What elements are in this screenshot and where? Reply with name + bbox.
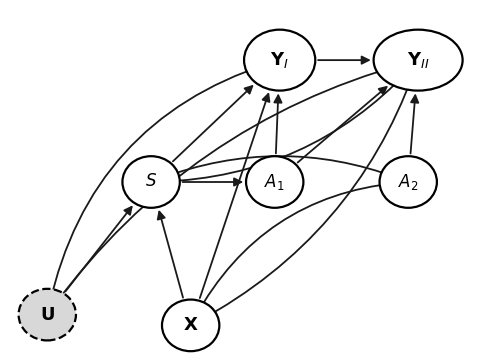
Ellipse shape bbox=[374, 29, 462, 91]
Text: $S$: $S$ bbox=[145, 174, 157, 190]
Text: $A_{2}$: $A_{2}$ bbox=[398, 172, 418, 192]
Text: $\mathbf{Y}_{II}$: $\mathbf{Y}_{II}$ bbox=[407, 50, 430, 70]
Ellipse shape bbox=[162, 300, 220, 351]
Ellipse shape bbox=[122, 156, 180, 208]
Text: $\mathbf{X}$: $\mathbf{X}$ bbox=[183, 316, 198, 335]
Text: $\mathbf{U}$: $\mathbf{U}$ bbox=[40, 306, 54, 324]
Ellipse shape bbox=[380, 156, 437, 208]
Ellipse shape bbox=[246, 156, 304, 208]
Text: $\mathbf{Y}_{I}$: $\mathbf{Y}_{I}$ bbox=[270, 50, 289, 70]
Ellipse shape bbox=[18, 289, 76, 340]
Text: $A_{1}$: $A_{1}$ bbox=[264, 172, 285, 192]
Ellipse shape bbox=[244, 29, 316, 91]
